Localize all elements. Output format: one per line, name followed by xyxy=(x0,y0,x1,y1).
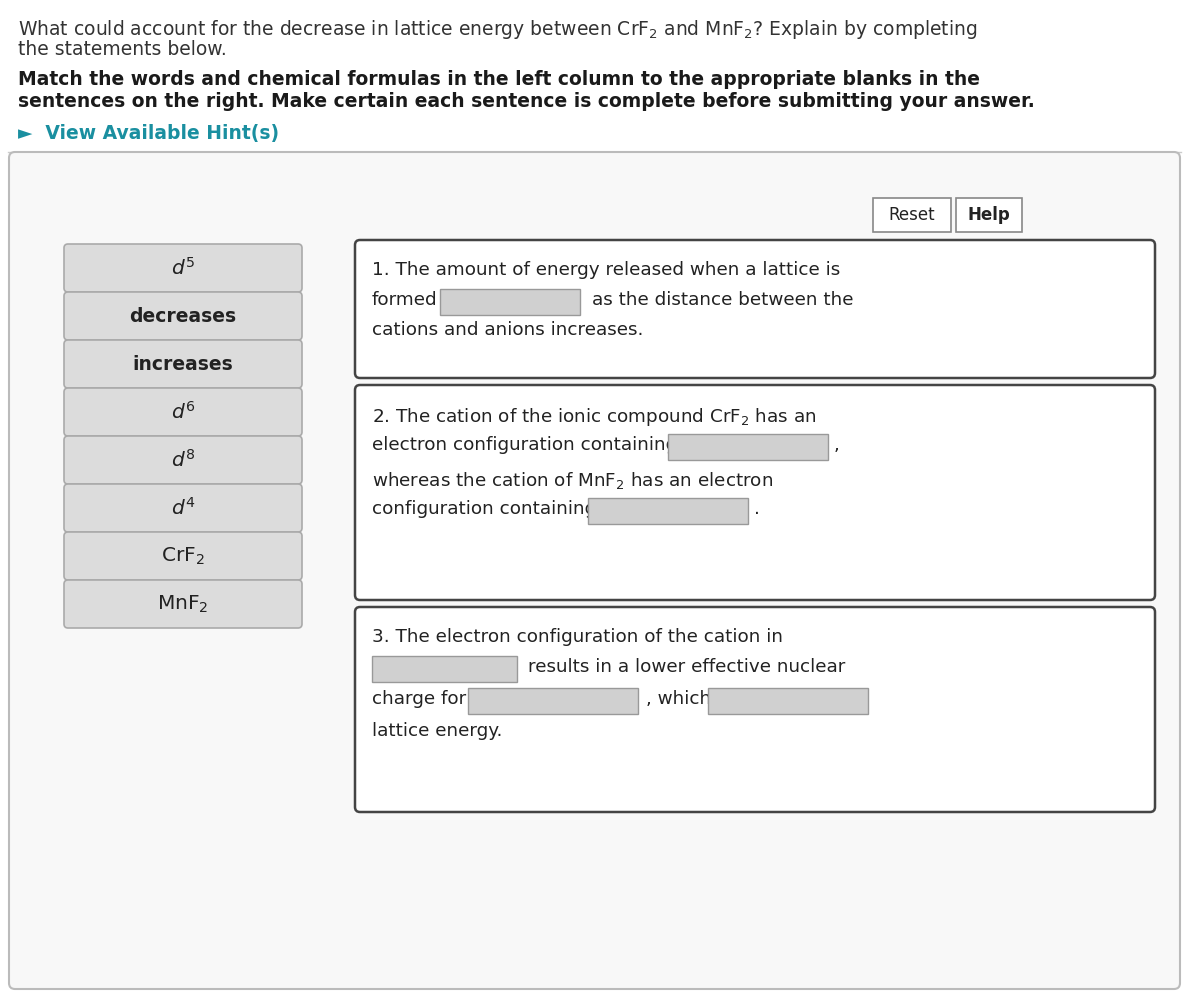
Text: cations and anions increases.: cations and anions increases. xyxy=(372,321,643,339)
Text: 3. The electron configuration of the cation in: 3. The electron configuration of the cat… xyxy=(372,628,784,646)
FancyBboxPatch shape xyxy=(356,240,1155,378)
Text: $d^6$: $d^6$ xyxy=(171,401,195,423)
Text: lattice energy.: lattice energy. xyxy=(372,722,503,740)
Text: the statements below.: the statements below. xyxy=(18,40,227,59)
Bar xyxy=(589,498,748,524)
Text: ►  View Available Hint(s): ► View Available Hint(s) xyxy=(18,124,279,143)
FancyBboxPatch shape xyxy=(64,436,302,484)
Text: $\mathrm{MnF_2}$: $\mathrm{MnF_2}$ xyxy=(157,594,209,615)
Text: configuration containing: configuration containing xyxy=(372,500,596,518)
FancyBboxPatch shape xyxy=(356,607,1155,812)
Text: , which: , which xyxy=(646,690,711,708)
FancyBboxPatch shape xyxy=(356,385,1155,600)
FancyBboxPatch shape xyxy=(64,484,302,532)
Text: decreases: decreases xyxy=(130,307,237,326)
Text: sentences on the right. Make certain each sentence is complete before submitting: sentences on the right. Make certain eac… xyxy=(18,92,1034,111)
Text: $d^5$: $d^5$ xyxy=(171,257,195,279)
Text: as the distance between the: as the distance between the xyxy=(592,291,854,309)
Bar xyxy=(668,434,828,460)
FancyBboxPatch shape xyxy=(64,340,302,388)
Text: .: . xyxy=(754,500,760,518)
Bar xyxy=(440,289,580,315)
Text: $d^4$: $d^4$ xyxy=(171,497,195,519)
Text: What could account for the decrease in lattice energy between $\mathrm{CrF_2}$ a: What could account for the decrease in l… xyxy=(18,18,977,41)
Text: Match the words and chemical formulas in the left column to the appropriate blan: Match the words and chemical formulas in… xyxy=(18,70,980,89)
FancyBboxPatch shape xyxy=(10,152,1179,989)
Text: $d^8$: $d^8$ xyxy=(171,449,195,471)
FancyBboxPatch shape xyxy=(64,388,302,436)
Text: electron configuration containing: electron configuration containing xyxy=(372,436,678,454)
FancyBboxPatch shape xyxy=(956,198,1023,232)
Text: whereas the cation of $\mathrm{MnF_2}$ has an electron: whereas the cation of $\mathrm{MnF_2}$ h… xyxy=(372,470,773,491)
Text: formed: formed xyxy=(372,291,438,309)
Text: ,: , xyxy=(833,436,839,454)
Bar xyxy=(468,688,638,714)
FancyBboxPatch shape xyxy=(64,292,302,340)
Text: charge for: charge for xyxy=(372,690,466,708)
FancyBboxPatch shape xyxy=(64,580,302,628)
FancyBboxPatch shape xyxy=(873,198,951,232)
Text: increases: increases xyxy=(133,355,233,373)
Text: $\mathrm{CrF_2}$: $\mathrm{CrF_2}$ xyxy=(162,545,205,567)
Bar xyxy=(372,656,517,682)
Text: Help: Help xyxy=(968,206,1011,224)
Bar xyxy=(707,688,868,714)
Text: 1. The amount of energy released when a lattice is: 1. The amount of energy released when a … xyxy=(372,261,841,279)
FancyBboxPatch shape xyxy=(64,244,302,292)
Text: 2. The cation of the ionic compound $\mathrm{CrF_2}$ has an: 2. The cation of the ionic compound $\ma… xyxy=(372,406,817,428)
FancyBboxPatch shape xyxy=(64,532,302,580)
Text: results in a lower effective nuclear: results in a lower effective nuclear xyxy=(528,658,845,676)
Text: Reset: Reset xyxy=(888,206,936,224)
